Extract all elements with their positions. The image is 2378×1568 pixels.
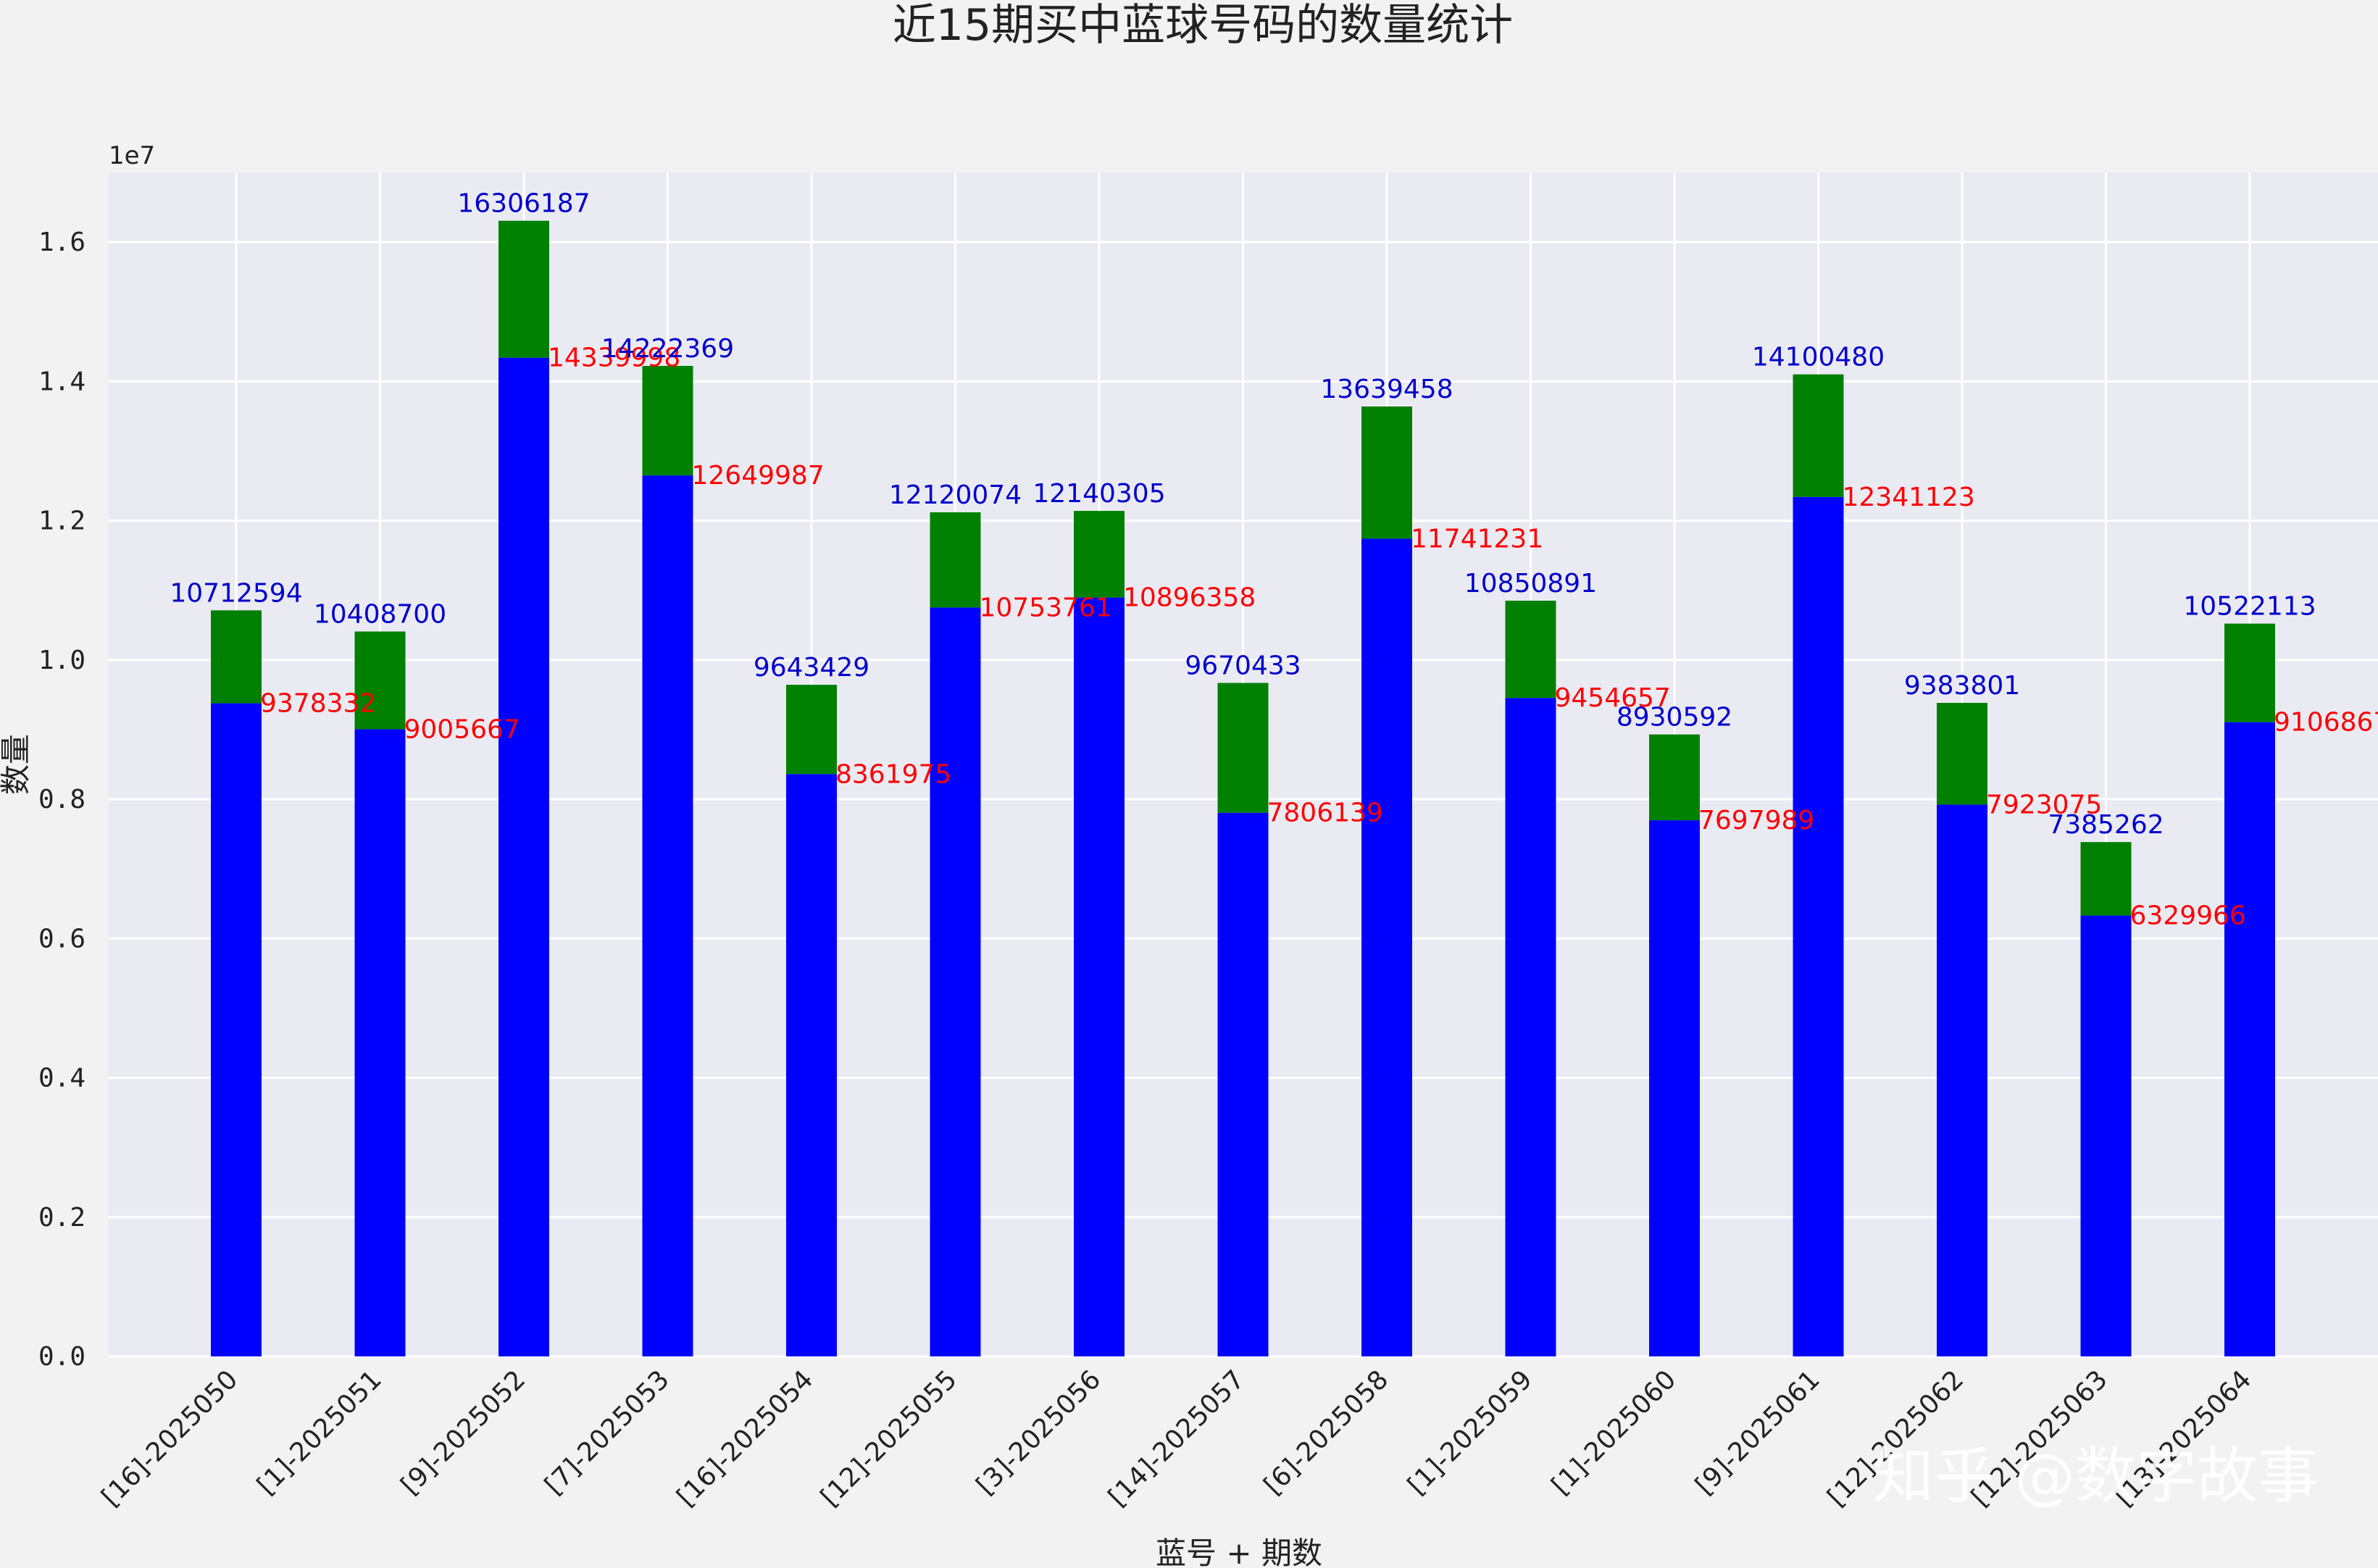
- total-value-label: 13639458: [1320, 375, 1453, 404]
- segment-value-label: 10753761: [980, 593, 1112, 622]
- x-axis-label: 蓝号 + 期数: [1156, 1535, 1322, 1568]
- bar-segment-lower: [930, 607, 981, 1356]
- chart-title: 近15期买中蓝球号码的数量统计: [893, 0, 1513, 51]
- total-value-label: 16306187: [457, 189, 590, 219]
- x-tick-label: [9]-2025052: [396, 1364, 532, 1501]
- segment-value-label: 9005667: [404, 714, 520, 744]
- segment-value-label: 12649987: [692, 461, 825, 491]
- bar-segment-upper: [211, 610, 262, 704]
- bar-segment-lower: [1505, 698, 1556, 1356]
- x-tick-label: [16]-2025050: [96, 1364, 244, 1512]
- x-tick-label: [1]-2025060: [1546, 1364, 1682, 1501]
- bar-segment-lower: [1649, 820, 1700, 1356]
- total-value-label: 10850891: [1464, 569, 1597, 599]
- total-value-label: 14100480: [1752, 343, 1885, 372]
- segment-value-label: 9106867: [2274, 708, 2378, 738]
- bar-segment-lower: [1217, 812, 1269, 1356]
- y-tick-label: 1.0: [38, 646, 85, 675]
- segment-value-label: 14339998: [548, 343, 680, 373]
- x-tick-label: [3]-2025056: [971, 1364, 1107, 1501]
- x-tick-label: [9]-2025061: [1690, 1364, 1826, 1501]
- watermark-text: 知乎 @数字故事: [1873, 1440, 2319, 1511]
- total-value-label: 12120074: [889, 480, 1022, 510]
- total-value-label: 10712594: [170, 578, 302, 608]
- x-tick-label: [1]-2025059: [1402, 1364, 1538, 1501]
- bar-segment-upper: [1505, 601, 1556, 698]
- y-tick-label: 0.6: [38, 924, 85, 954]
- x-tick-label: [6]-2025058: [1259, 1364, 1395, 1501]
- bar-segment-lower: [2224, 722, 2275, 1356]
- bar-segment-lower: [1074, 597, 1125, 1356]
- bar-segment-lower: [354, 729, 406, 1356]
- segment-value-label: 6329966: [2130, 901, 2246, 931]
- bar-segment-lower: [786, 774, 837, 1356]
- segment-value-label: 10896358: [1123, 583, 1256, 613]
- y-tick-label: 1.2: [38, 506, 85, 536]
- x-tick-label: [1]-2025051: [251, 1364, 388, 1501]
- bar-segment-upper: [2080, 842, 2132, 916]
- bar-segment-lower: [1937, 804, 1987, 1356]
- y-axis-label: 数量: [0, 734, 33, 795]
- y-tick-label: 1.4: [38, 367, 85, 396]
- total-value-label: 9670433: [1185, 651, 1301, 681]
- total-value-label: 9643429: [754, 653, 869, 683]
- segment-value-label: 7923075: [1986, 790, 2102, 820]
- bars: [211, 220, 2275, 1357]
- x-tick-label: [16]-2025054: [672, 1364, 819, 1512]
- bar-segment-lower: [211, 703, 262, 1356]
- y-tick-label: 0.4: [38, 1064, 85, 1093]
- segment-value-label: 11741231: [1411, 524, 1543, 554]
- bar-segment-upper: [1361, 406, 1412, 539]
- segment-value-label: 8361975: [835, 759, 951, 789]
- y-tick-label: 0.8: [38, 785, 85, 814]
- y-tick-label: 0.2: [38, 1203, 85, 1233]
- bar-segment-upper: [1649, 734, 1700, 821]
- bar-segment-upper: [1217, 683, 1269, 813]
- bar-segment-upper: [642, 365, 693, 476]
- bar-segment-upper: [786, 685, 837, 775]
- bar-segment-upper: [1074, 511, 1125, 598]
- x-tick-label: [7]-2025053: [539, 1364, 675, 1501]
- total-value-label: 8930592: [1616, 703, 1732, 733]
- segment-value-label: 12341123: [1843, 483, 1975, 512]
- total-value-label: 14222369: [601, 334, 734, 364]
- bar-segment-upper: [498, 220, 549, 358]
- total-value-label: 7385262: [2048, 810, 2164, 840]
- value-labels: 10712594 9378332 10408700 9005667 16306187 14…: [170, 189, 2378, 931]
- bar-segment-upper: [930, 512, 981, 608]
- segment-value-label: 7697989: [1698, 806, 1814, 835]
- bar-segment-lower: [1361, 538, 1412, 1357]
- segment-value-label: 9454657: [1555, 683, 1671, 713]
- segment-value-label: 9378332: [260, 689, 376, 719]
- bar-segment-upper: [1793, 374, 1844, 497]
- total-value-label: 12140305: [1032, 479, 1165, 509]
- bar-segment-lower: [1793, 496, 1844, 1356]
- y-axis-offset-label: 1e7: [109, 141, 155, 170]
- x-tick-label: [12]-2025055: [815, 1364, 963, 1512]
- total-value-label: 10408700: [314, 600, 446, 630]
- bar-segment-upper: [354, 631, 406, 730]
- x-tick-label: [14]-2025057: [1103, 1364, 1251, 1512]
- bar-segment-upper: [1937, 703, 1987, 805]
- bar-segment-upper: [2224, 623, 2275, 722]
- total-value-label: 9383801: [1904, 671, 2020, 701]
- y-tick-label: 1.6: [38, 228, 85, 257]
- total-value-label: 10522113: [2183, 592, 2316, 622]
- segment-value-label: 7806139: [1267, 798, 1383, 828]
- bar-segment-lower: [2080, 915, 2132, 1356]
- bar-segment-lower: [498, 357, 549, 1357]
- y-tick-label: 0.0: [38, 1342, 85, 1372]
- bar-segment-lower: [642, 475, 693, 1356]
